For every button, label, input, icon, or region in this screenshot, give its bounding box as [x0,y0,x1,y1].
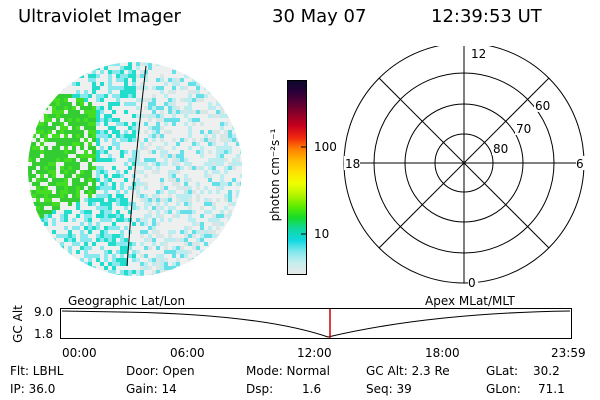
polar-grid: 12 0 18 6 60 70 80 [343,46,586,290]
app-title: Ultraviolet Imager [18,6,181,27]
mlt-label-6: 6 [576,157,584,171]
info-glat-value: 30.2 [533,364,560,378]
timeline-x-tick-2359: 23:59 [551,346,586,360]
timeline-x-tick-1800: 18:00 [425,346,460,360]
timeline-left-title: Geographic Lat/Lon [68,294,186,308]
header-time: 12:39:53 UT [431,6,542,27]
polar-diagonal-2 [378,77,550,249]
info-mode: Mode: Normal [246,364,330,378]
mlt-label-18: 18 [345,157,360,171]
timeline-plot [60,308,572,339]
colorbar: 100 10 [287,80,337,275]
info-ip: IP: 36.0 [10,382,56,396]
info-gain: Gain: 14 [126,382,177,396]
colorbar-gradient [287,80,307,275]
lat-label-70: 70 [516,122,531,136]
info-dsp-label: Dsp: [246,382,274,396]
info-seq: Seq: 39 [366,382,412,396]
colorbar-unit-label: photon cm⁻²s⁻¹ [268,128,282,222]
info-glat-label: GLat: [486,364,519,378]
orbit-altitude-curve [61,310,571,338]
terminator-line [126,65,147,267]
header-date: 30 May 07 [272,6,367,27]
timeline-y-tick-bottom: 1.8 [34,327,54,341]
info-filter: Flt: LBHL [10,364,64,378]
timeline-y-label: GC Alt [11,305,25,343]
info-dsp-value: 1.6 [302,382,322,396]
lat-label-60: 60 [535,99,550,113]
info-glon-value: 71.1 [538,382,565,396]
lat-label-80: 80 [493,142,508,156]
colorbar-tick-label-10: 10 [314,227,330,241]
auroral-image [28,62,242,276]
timeline-x-tick-0000: 00:00 [62,346,97,360]
timeline-x-tick-0600: 06:00 [170,346,205,360]
info-glon-label: GLon: [486,382,521,396]
colorbar-tick-label-100: 100 [314,140,337,154]
info-gc-alt: GC Alt: 2.3 Re [366,364,450,378]
timeline-x-tick-1200: 12:00 [297,346,332,360]
mlt-label-12: 12 [471,47,486,61]
info-door: Door: Open [126,364,195,378]
mlt-label-0: 0 [468,276,476,290]
timeline-right-title: Apex MLat/MLT [425,294,515,308]
timeline-y-tick-top: 9.0 [34,305,54,319]
